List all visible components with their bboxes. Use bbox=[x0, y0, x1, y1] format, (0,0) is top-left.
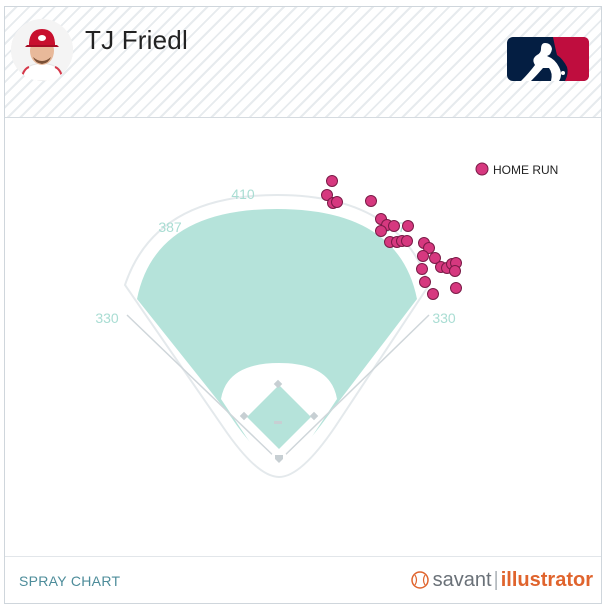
spray-chart-card: TJ Friedl 330 387 410 bbox=[4, 6, 602, 604]
mlb-logo-icon bbox=[507, 37, 589, 81]
legend-home-run-label: HOME RUN bbox=[493, 163, 558, 177]
chart-legend: HOME RUN bbox=[475, 162, 558, 177]
legend-home-run-swatch bbox=[475, 162, 489, 176]
player-headshot-icon bbox=[11, 19, 73, 81]
home-run-point-4 bbox=[331, 196, 343, 208]
brand-separator: | bbox=[493, 568, 499, 591]
home-run-point-14 bbox=[401, 235, 413, 247]
home-run-point-27 bbox=[450, 282, 462, 294]
player-headshot-graphic bbox=[11, 19, 73, 81]
home-run-point-16 bbox=[423, 242, 435, 254]
chart-type-label: SPRAY CHART bbox=[19, 573, 121, 589]
home-run-point-8 bbox=[388, 220, 400, 232]
field-grass bbox=[137, 209, 417, 467]
second-base bbox=[273, 379, 283, 389]
third-base bbox=[239, 411, 249, 421]
pitchers-mound bbox=[274, 421, 282, 424]
home-run-point-18 bbox=[429, 252, 441, 264]
brand-savant-text: savant bbox=[432, 568, 492, 591]
card-header: TJ Friedl bbox=[5, 7, 601, 118]
baseball-icon bbox=[410, 571, 429, 589]
infield-grass bbox=[247, 385, 311, 449]
home-run-point-1 bbox=[326, 175, 338, 187]
home-plate bbox=[275, 455, 283, 463]
mlb-logo-graphic bbox=[507, 37, 589, 81]
home-run-point-9 bbox=[375, 225, 387, 237]
home-run-point-5 bbox=[365, 195, 377, 207]
right-foul-line bbox=[278, 314, 430, 462]
home-run-points bbox=[321, 175, 462, 300]
spray-chart-plot: 330 387 410 387 330 HOME RUN bbox=[95, 162, 558, 479]
home-run-point-19 bbox=[416, 263, 428, 275]
player-name: TJ Friedl bbox=[85, 25, 188, 55]
brand-illustrator-text: illustrator bbox=[500, 568, 593, 591]
left-foul-line bbox=[126, 314, 280, 462]
distance-label-left-line: 330 bbox=[95, 310, 119, 326]
home-run-point-10 bbox=[402, 220, 414, 232]
savant-illustrator-logo: savant | illustrator bbox=[410, 567, 593, 593]
card-footer: SPRAY CHART savant | illustrator bbox=[5, 556, 601, 603]
home-run-point-17 bbox=[417, 250, 429, 262]
home-run-point-24 bbox=[449, 265, 461, 277]
distance-label-left-center: 387 bbox=[158, 219, 182, 235]
home-run-point-26 bbox=[427, 288, 439, 300]
distance-label-center: 410 bbox=[231, 186, 255, 202]
first-base bbox=[309, 411, 319, 421]
home-run-point-2 bbox=[321, 189, 333, 201]
home-run-point-25 bbox=[419, 276, 431, 288]
distance-label-right-line: 330 bbox=[432, 310, 456, 326]
